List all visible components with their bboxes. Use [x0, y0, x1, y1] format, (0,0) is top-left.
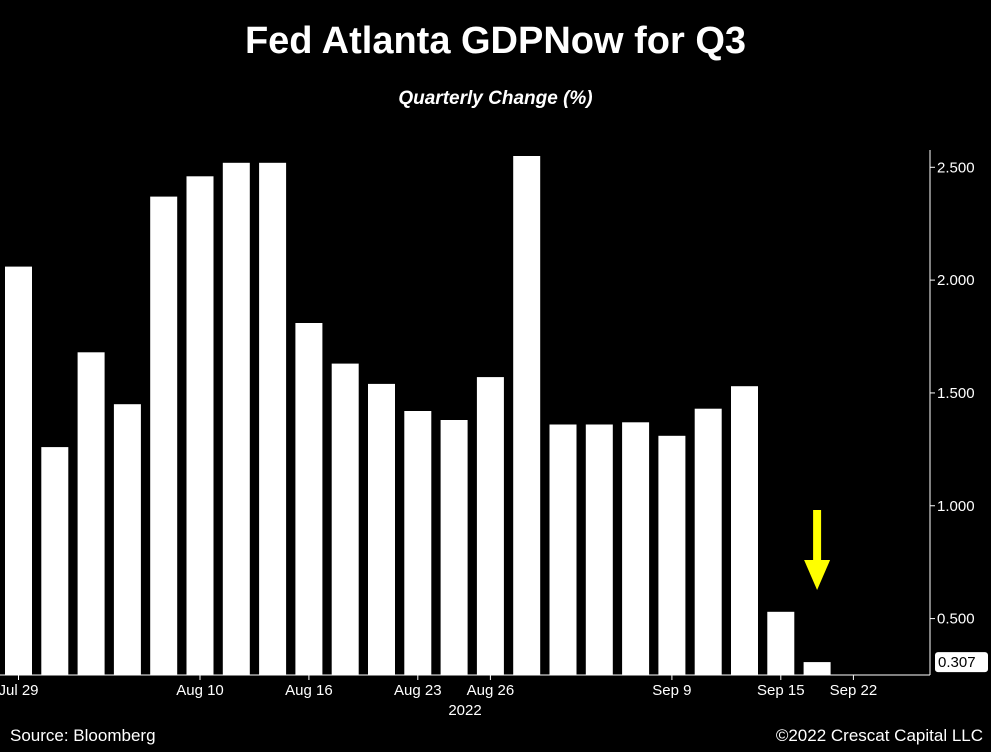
bar-sep-9	[694, 408, 722, 675]
chart-title: Fed Atlanta GDPNow for Q3	[244, 20, 747, 62]
source-note: Source: Bloomberg	[10, 726, 156, 745]
bar-aug-12	[222, 162, 250, 676]
bar-aug-4	[113, 404, 141, 675]
x-axis-ticks: Jul 29 Aug 10 Aug 16 Aug 23 Aug 26 Sep 9 Sep 1…	[0, 675, 877, 699]
x-tick-label: Sep 15	[757, 682, 805, 699]
last-value-label-box	[935, 652, 988, 673]
y-axis-ticks: 0.500 1.000 1.500 2.000 2.500	[930, 159, 975, 628]
bar-jul-29	[5, 266, 32, 675]
bar-aug-17	[331, 363, 359, 675]
x-tick-label: Aug 10	[176, 682, 224, 699]
bar-sep-16	[803, 662, 831, 675]
bar-aug-15	[259, 162, 287, 676]
y-tick-label: 2.500	[937, 159, 975, 176]
bar-aug-23	[440, 420, 468, 675]
x-tick-label: Sep 9	[652, 682, 691, 699]
last-value-label: 0.307	[938, 654, 976, 671]
copyright-note: ©2022 Crescat Capital LLC	[775, 726, 983, 745]
bar-aug-26	[513, 156, 541, 675]
y-tick-label: 1.500	[937, 385, 975, 402]
bar-aug-19	[404, 411, 432, 675]
bar-aug-1	[41, 447, 69, 675]
yellow-arrow-icon	[804, 510, 831, 590]
bar-sep-14	[731, 386, 758, 675]
bar-aug-10	[186, 176, 214, 676]
arrow-shaft	[813, 510, 822, 562]
year-label: 2022	[448, 702, 481, 719]
bar-sep-2	[585, 424, 613, 675]
last-value-label-group: 0.307	[935, 652, 988, 673]
bar-sep-6	[622, 422, 650, 675]
bar-sep-1	[549, 424, 577, 675]
x-tick-label: Aug 16	[285, 682, 333, 699]
arrow-head	[804, 560, 831, 590]
x-tick-label: Sep 22	[830, 682, 878, 699]
bar-aug-2	[77, 352, 105, 675]
chart-subtitle: Quarterly Change (%)	[398, 88, 593, 109]
bar-aug-9	[150, 196, 178, 675]
y-tick-label: 0.500	[937, 611, 975, 628]
bar-sep-15	[767, 611, 795, 675]
bar-sep-8	[658, 435, 686, 675]
bars-group	[5, 156, 831, 676]
bar-aug-18	[368, 383, 395, 675]
x-tick-label: Aug 23	[394, 682, 442, 699]
bar-aug-25	[476, 377, 504, 675]
y-tick-label: 2.000	[937, 272, 975, 289]
x-tick-label: Jul 29	[0, 682, 39, 699]
bar-aug-16	[295, 323, 323, 675]
x-tick-label: Aug 26	[467, 682, 515, 699]
y-tick-label: 1.000	[937, 498, 975, 515]
